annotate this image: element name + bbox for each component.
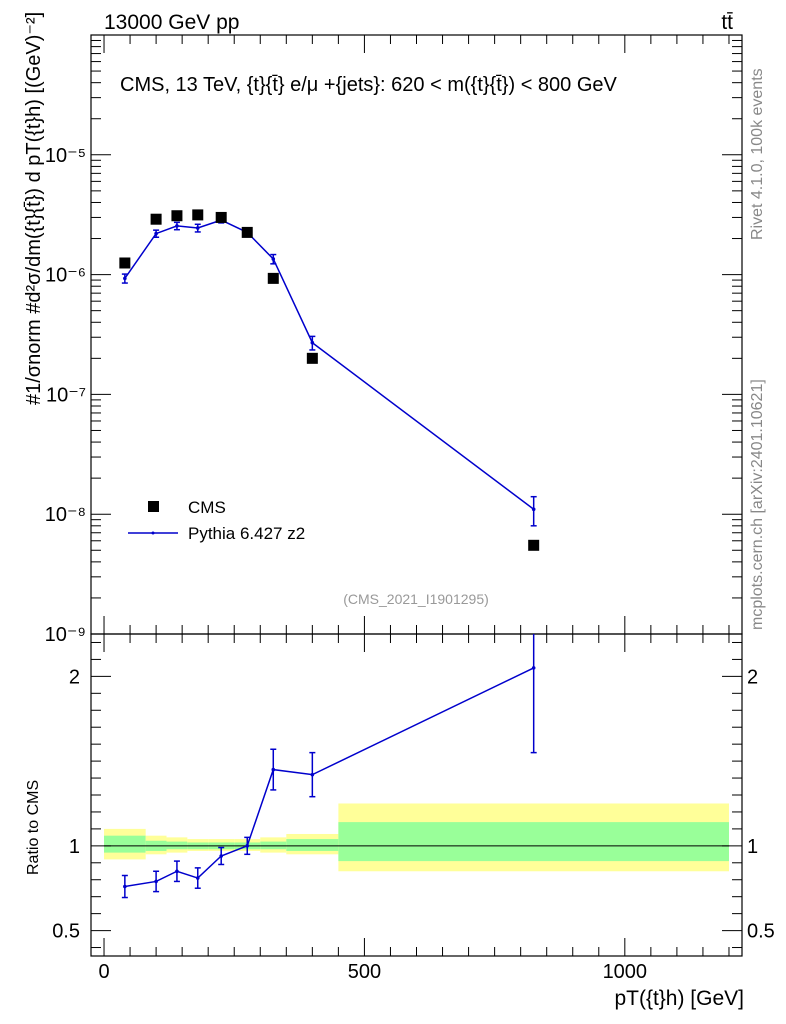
mc-point — [310, 340, 315, 345]
main-y-axis-label: #1/σnorm #d²σ/dm({t}{t̄}) d pT({t}h) [(G… — [23, 12, 45, 405]
mc-series-main — [121, 216, 537, 527]
main-panel: CMS, 13 TeV, {t}{t̄} e/μ +{jets}: 620 < … — [23, 12, 743, 646]
mc-point — [195, 226, 200, 230]
ratio-band-inner — [286, 839, 339, 851]
legend-cms-label: CMS — [188, 498, 226, 517]
ratio-ticks — [91, 634, 742, 956]
main-title: CMS, 13 TeV, {t}{t̄} e/μ +{jets}: 620 < … — [120, 74, 618, 96]
mc-ratio-point — [154, 879, 158, 884]
x-axis-label: pT({t}h) [GeV] — [614, 987, 744, 1010]
ratio-y-tick-label-right: 1 — [747, 836, 758, 858]
cms-data-point — [215, 211, 227, 223]
mc-line — [124, 219, 535, 510]
mc-ratio-point — [219, 854, 223, 858]
main-y-tick-label: 10⁻⁷ — [46, 384, 86, 406]
cms-data-point — [528, 539, 540, 551]
mc-ratio-point — [531, 666, 536, 670]
ratio-panel: 0.5 0.5 1 1 2 2 0 500 1000 Ratio to CMS pT({t}h… — [25, 633, 775, 1010]
ratio-y-tick-label-right: 0.5 — [747, 921, 775, 943]
mc-ratio-point — [271, 767, 276, 772]
cms-data-point — [306, 352, 318, 364]
data-series-main — [119, 209, 540, 551]
ratio-frame — [90, 633, 743, 957]
cms-data-point — [267, 272, 279, 284]
header-left: 13000 GeV pp — [104, 11, 239, 34]
legend: CMS Pythia 6.427 z2 — [128, 498, 305, 543]
main-y-tick-labels: 10⁻⁹ 10⁻⁸ 10⁻⁷ 10⁻⁶ 10⁻⁵ — [45, 145, 86, 646]
ratio-band-inner — [338, 822, 729, 862]
main-frame — [90, 34, 743, 635]
ratio-y-tick-labels: 0.5 0.5 1 1 2 2 — [52, 666, 775, 942]
mc-ratio-point — [245, 844, 250, 848]
main-ticks — [91, 35, 742, 635]
mc-point — [531, 507, 536, 512]
x-tick-labels: 0 500 1000 — [98, 961, 647, 983]
cms-data-point — [119, 257, 131, 269]
ratio-y-tick-label-left: 0.5 — [52, 921, 80, 943]
mc-point — [123, 276, 127, 281]
mc-ratio-point — [310, 772, 315, 777]
ratio-y-axis-label: Ratio to CMS — [25, 780, 42, 875]
mc-point — [271, 257, 276, 261]
main-y-tick-label: 10⁻⁶ — [45, 265, 86, 287]
main-y-axis-label-text: #1/σnorm #d²σ/dm({t}{t̄}) d pT({t}h) [(G… — [23, 12, 45, 405]
main-y-tick-label: 10⁻⁹ — [45, 624, 86, 646]
legend-cms-marker — [148, 501, 159, 512]
rivet-label: Rivet 4.1.0, 100k events — [749, 68, 766, 240]
ratio-band-inner — [104, 835, 146, 853]
ratio-y-tick-label-left: 1 — [69, 836, 80, 858]
mc-ratio-point — [175, 869, 179, 874]
main-y-tick-label: 10⁻⁵ — [45, 145, 86, 167]
mc-point — [175, 224, 179, 228]
legend-pythia-label: Pythia 6.427 z2 — [188, 524, 305, 543]
cms-data-point — [241, 226, 253, 238]
cms-data-point — [192, 209, 204, 221]
cms-data-point — [150, 213, 162, 225]
mc-point — [154, 231, 158, 236]
mcplots-label: mcplots.cern.ch [arXiv:2401.10621] — [749, 379, 766, 630]
mc-ratio-point — [123, 884, 127, 889]
analysis-id: (CMS_2021_I1901295) — [343, 591, 489, 607]
ratio-uncertainty-bands — [104, 803, 729, 872]
mc-ratio-point — [195, 876, 200, 880]
ratio-y-tick-label-left: 2 — [69, 666, 80, 688]
ratio-y-tick-label-right: 2 — [747, 666, 758, 688]
x-tick-label: 0 — [98, 961, 109, 983]
cms-data-point — [171, 210, 183, 222]
mc-series-ratio — [121, 634, 537, 899]
x-tick-label: 500 — [348, 961, 381, 983]
legend-pythia-marker — [151, 531, 155, 535]
x-tick-label: 1000 — [603, 961, 648, 983]
main-y-tick-label: 10⁻⁸ — [45, 504, 86, 526]
header-right: tt̄ — [721, 11, 733, 34]
